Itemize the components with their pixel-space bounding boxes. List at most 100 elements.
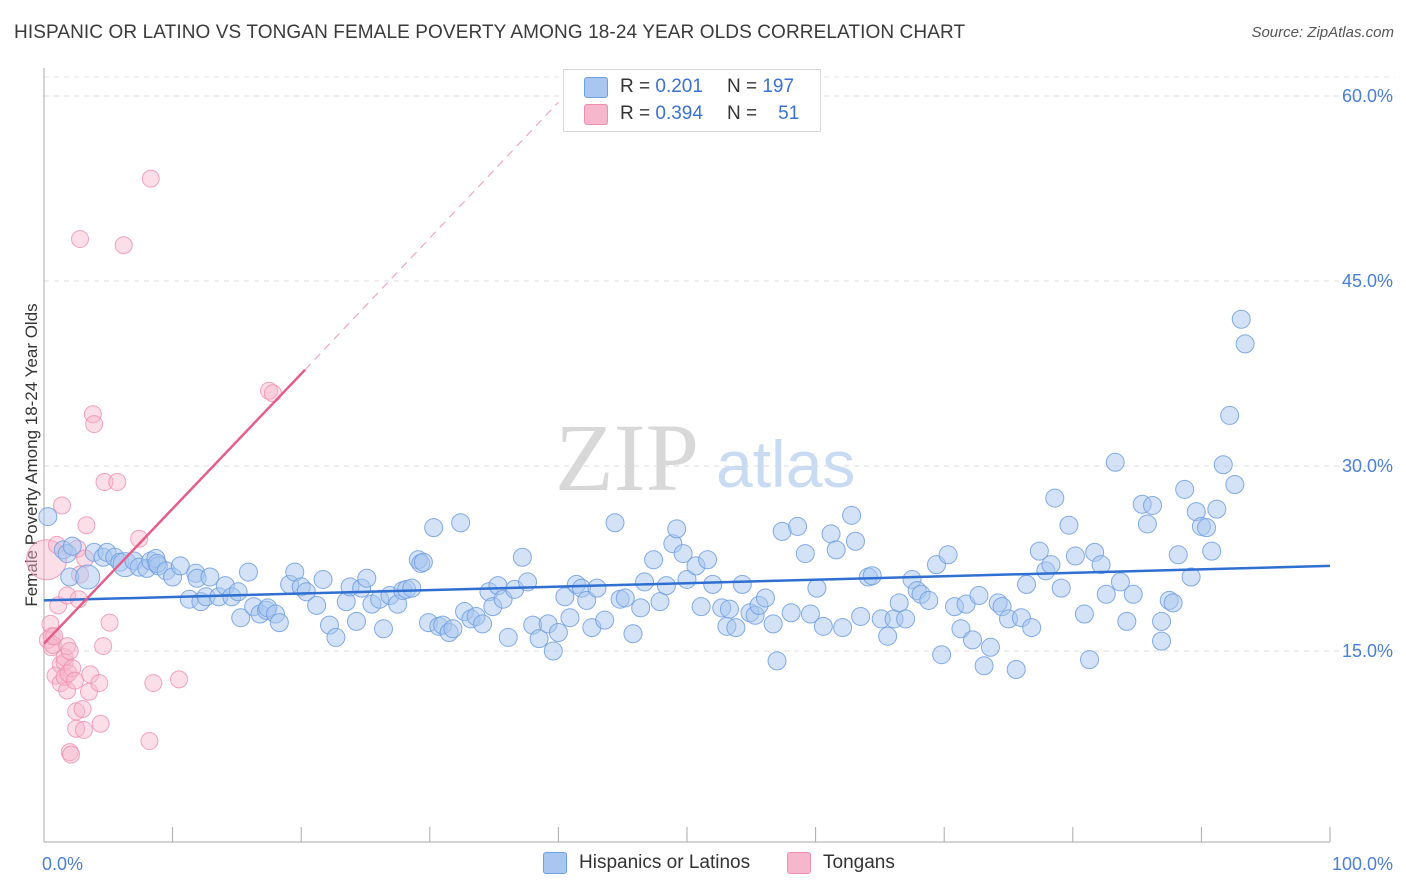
hispanic-point bbox=[170, 556, 190, 576]
hispanic-point bbox=[980, 637, 1000, 657]
hispanic-point bbox=[615, 588, 635, 608]
tongan-point bbox=[141, 169, 160, 188]
legend-r-label: R = bbox=[620, 76, 651, 97]
hispanic-point bbox=[732, 574, 752, 594]
source-note: Source: ZipAtlas.com bbox=[1251, 24, 1394, 41]
hispanic-point bbox=[512, 547, 532, 567]
watermark-atlas: atlas bbox=[716, 427, 855, 501]
axes bbox=[43, 68, 1331, 843]
tongan-point bbox=[94, 637, 113, 656]
hispanic-point bbox=[1105, 452, 1125, 472]
hispanic-point bbox=[548, 623, 568, 642]
series-label-tongan: Tongans bbox=[823, 852, 895, 873]
hispanic-point bbox=[878, 626, 898, 646]
correlation-legend: R = 0.201 N = 197 R = 0.394 N = 51 bbox=[563, 69, 821, 132]
hispanic-point bbox=[269, 613, 289, 633]
hispanic-point bbox=[62, 536, 82, 556]
series-legend-tongan: Tongans bbox=[787, 852, 895, 874]
tongan-point bbox=[114, 236, 133, 255]
hispanic-point bbox=[555, 587, 575, 607]
tongan-point bbox=[77, 516, 96, 535]
legend-r-value: 0.394 bbox=[655, 103, 703, 124]
hispanic-point bbox=[1235, 334, 1255, 354]
hispanic-point bbox=[667, 519, 687, 539]
hispanic-point bbox=[402, 578, 422, 598]
hispanic-point bbox=[1213, 455, 1233, 475]
hispanic-point bbox=[560, 608, 580, 628]
hispanic-point bbox=[374, 619, 394, 639]
hispanic-point bbox=[623, 624, 643, 644]
tongan-point bbox=[85, 415, 104, 434]
hispanic-point bbox=[228, 582, 248, 602]
tongan-point bbox=[130, 529, 149, 548]
hispanic-point bbox=[1181, 567, 1201, 587]
hispanic-point bbox=[889, 593, 909, 613]
hispanic-point bbox=[719, 599, 739, 619]
hispanic-point bbox=[673, 544, 693, 564]
hispanic-point bbox=[842, 505, 862, 525]
y-tick-label: 15.0% bbox=[1342, 641, 1393, 661]
hispanic-point bbox=[605, 513, 625, 533]
hispanic-point bbox=[1225, 475, 1245, 494]
legend-n-value: 197 bbox=[762, 76, 795, 97]
y-tick-label: 45.0% bbox=[1342, 271, 1393, 291]
tongan-point bbox=[140, 732, 159, 751]
hispanic-point bbox=[691, 597, 711, 617]
hispanic-point bbox=[703, 574, 723, 594]
y-tick-label: 30.0% bbox=[1342, 456, 1393, 476]
hispanic-point bbox=[656, 576, 676, 596]
hispanic-point bbox=[821, 524, 841, 544]
tongan-point bbox=[62, 745, 81, 764]
hispanic-point bbox=[1041, 555, 1061, 575]
hispanic-point bbox=[1207, 499, 1227, 519]
hispanic-point bbox=[1231, 309, 1251, 329]
hispanic-point bbox=[443, 619, 463, 639]
series-swatch-hispanic bbox=[543, 852, 567, 874]
hispanic-point bbox=[1029, 541, 1049, 561]
legend-swatch-tongan bbox=[584, 103, 608, 125]
hispanic-point bbox=[1168, 545, 1188, 565]
hispanic-point bbox=[644, 550, 664, 570]
legend-n-value: 51 bbox=[778, 103, 800, 124]
tongans-points bbox=[26, 169, 282, 764]
tongan-point bbox=[73, 699, 92, 718]
series-legend: Hispanics or Latinos Tongans bbox=[0, 850, 1406, 880]
tongan-point bbox=[83, 405, 102, 424]
series-swatch-tongan bbox=[787, 852, 811, 874]
legend-n-label: N = bbox=[726, 76, 758, 97]
hispanic-point bbox=[1220, 405, 1240, 425]
hispanic-point bbox=[635, 572, 655, 592]
tongan-point bbox=[45, 627, 64, 646]
hispanic-point bbox=[38, 507, 58, 527]
legend-r-label: R = bbox=[620, 103, 651, 124]
y-tick-label: 60.0% bbox=[1342, 86, 1393, 106]
tongan-point bbox=[58, 637, 77, 656]
hispanic-point bbox=[307, 595, 327, 615]
tongan-point bbox=[53, 496, 72, 515]
hispanic-point bbox=[851, 606, 871, 626]
hispanic-point bbox=[1006, 660, 1026, 679]
hispanic-point bbox=[200, 567, 220, 587]
legend-row-tongan: R = 0.394 N = 51 bbox=[584, 101, 799, 127]
hispanic-point bbox=[767, 651, 787, 671]
hispanic-point bbox=[1074, 604, 1094, 624]
chart-title: HISPANIC OR LATINO VS TONGAN FEMALE POVE… bbox=[14, 22, 966, 43]
hispanic-point bbox=[938, 545, 958, 565]
tongan-point bbox=[100, 613, 119, 632]
hispanic-point bbox=[473, 614, 493, 634]
hispanics-points bbox=[38, 309, 1255, 679]
hispanic-point bbox=[807, 578, 827, 598]
hispanic-point bbox=[1080, 650, 1100, 670]
hispanic-point bbox=[498, 627, 518, 647]
tongan-point bbox=[108, 473, 127, 492]
watermark-zip: ZIP bbox=[555, 404, 699, 511]
hispanic-point bbox=[1175, 479, 1195, 499]
hispanic-point bbox=[543, 641, 563, 661]
tongan-point bbox=[170, 670, 189, 689]
hispanic-point bbox=[826, 540, 846, 560]
hispanic-point bbox=[595, 610, 615, 630]
hispanic-point bbox=[1091, 555, 1111, 575]
hispanic-point bbox=[951, 619, 971, 639]
tongan-point bbox=[60, 642, 79, 660]
hispanic-point bbox=[313, 569, 333, 589]
